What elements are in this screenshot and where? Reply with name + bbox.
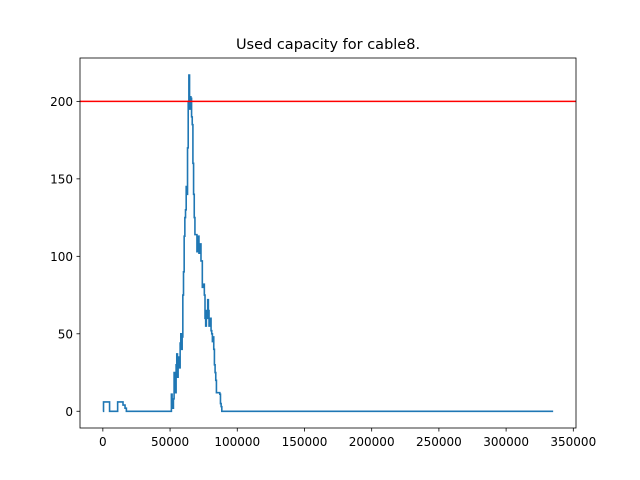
y-tick-label: 100 <box>50 250 73 264</box>
x-tick-label: 300000 <box>483 435 529 449</box>
chart-title: Used capacity for cable8. <box>236 37 420 53</box>
y-tick-label: 0 <box>65 405 73 419</box>
x-tick-label: 100000 <box>214 435 260 449</box>
x-tick-label: 350000 <box>550 435 596 449</box>
x-tick-label: 0 <box>99 435 107 449</box>
x-tick-label: 50000 <box>151 435 189 449</box>
y-tick-label: 150 <box>50 172 73 186</box>
x-tick-label: 250000 <box>416 435 462 449</box>
x-tick-label: 150000 <box>282 435 328 449</box>
axes-frame <box>79 57 577 429</box>
capacity-series-line <box>102 74 554 413</box>
y-tick-label: 200 <box>50 95 73 109</box>
x-tick-label: 200000 <box>349 435 395 449</box>
plot-area <box>80 74 576 413</box>
axes-ticks: 0 50000 100000 150000 200000 250000 300000 3500… <box>50 95 596 449</box>
y-tick-label: 50 <box>58 327 73 341</box>
